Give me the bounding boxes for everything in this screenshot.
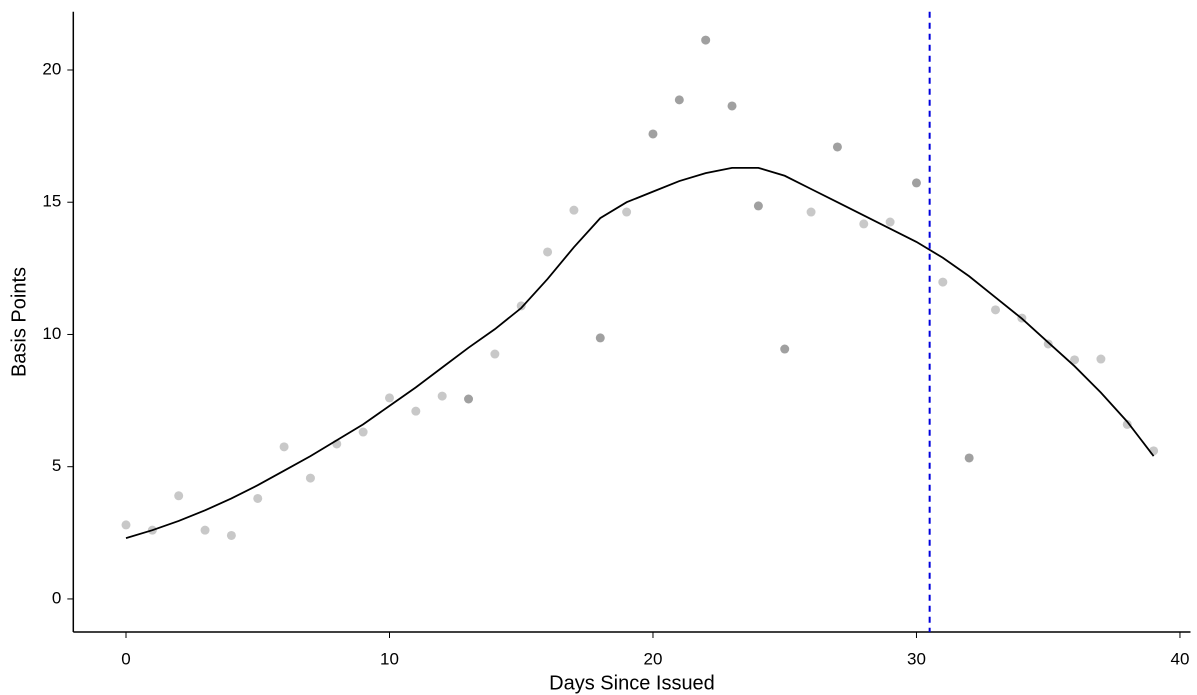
- x-tick-label: 30: [907, 649, 926, 668]
- point: [384, 393, 394, 403]
- point: [1043, 339, 1053, 349]
- y-axis-title: Basis Points: [8, 267, 30, 377]
- point: [674, 95, 684, 105]
- point: [121, 520, 131, 530]
- point: [253, 493, 263, 503]
- point: [358, 427, 368, 437]
- y-tick-label: 20: [42, 59, 61, 78]
- y-tick-label: 0: [52, 588, 61, 607]
- x-tick-label: 0: [121, 649, 130, 668]
- point: [780, 344, 790, 354]
- point: [437, 391, 447, 401]
- point: [648, 129, 658, 139]
- point: [1122, 419, 1132, 429]
- point: [622, 207, 632, 217]
- point: [911, 178, 921, 188]
- point: [411, 406, 421, 416]
- point: [1096, 354, 1106, 364]
- point: [701, 35, 711, 45]
- point: [1070, 355, 1080, 365]
- point: [464, 394, 474, 404]
- point: [806, 207, 816, 217]
- point: [305, 473, 315, 483]
- x-tick-label: 10: [380, 649, 399, 668]
- point: [226, 530, 236, 540]
- point: [174, 491, 184, 501]
- y-tick-label: 10: [42, 324, 61, 343]
- point: [753, 201, 763, 211]
- y-tick-label: 5: [52, 456, 61, 475]
- point: [991, 305, 1001, 315]
- point: [543, 247, 553, 257]
- point: [859, 219, 869, 229]
- point: [964, 453, 974, 463]
- point: [490, 349, 500, 359]
- point: [595, 333, 605, 343]
- point: [885, 217, 895, 227]
- point: [516, 301, 526, 311]
- smooth-line: [125, 166, 1155, 539]
- point: [727, 101, 737, 111]
- y-tick-label: 15: [42, 192, 61, 211]
- point: [569, 205, 579, 215]
- x-tick-label: 20: [644, 649, 663, 668]
- point: [279, 442, 289, 452]
- x-tick-label: 40: [1170, 649, 1189, 668]
- point: [832, 142, 842, 152]
- point: [938, 277, 948, 287]
- point: [200, 525, 210, 535]
- x-axis-title: Days Since Issued: [549, 672, 715, 694]
